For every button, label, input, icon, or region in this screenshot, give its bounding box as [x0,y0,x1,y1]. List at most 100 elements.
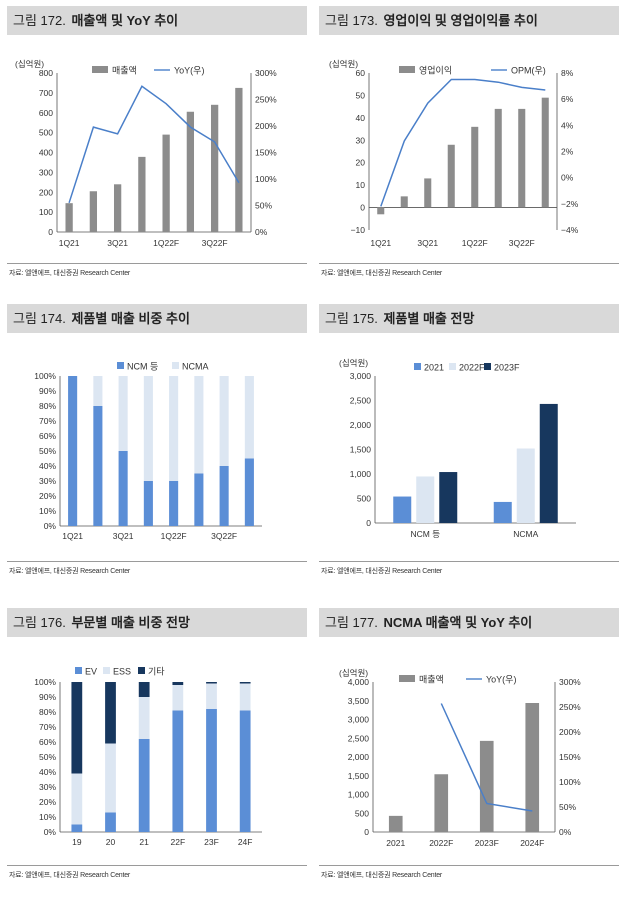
x-tick-label: 2022F [429,838,453,848]
legend-swatch [484,363,491,370]
legend-label: 매출액 [419,674,444,685]
y-tick-label: 200 [39,187,53,197]
figure-175: 그림 175. 제품별 매출 전망 (십억원) 0 500 1,000 1,500 2,0… [319,304,619,594]
source-note: 자료: 엘앤에프, 대신증권 Research Center [9,872,131,879]
stacked-bar-segment [138,697,150,739]
stacked-bar-segment [143,481,153,526]
bar [138,156,146,232]
bar [539,403,558,523]
y-tick-label: 60% [39,737,56,747]
figure-177: 그림 177. NCMA 매출액 및 YoY 추이 (십억원) 0 500 1,000… [319,608,619,898]
y-tick-label: 30 [356,135,366,145]
x-tick-label: 20 [106,837,116,847]
x-tick-label: 2024F [520,838,544,848]
y-tick-label: 1,500 [348,771,370,781]
y-tick-label: 2,000 [350,420,372,430]
y-tick-label: 400 [39,148,53,158]
legend-swatch [92,66,108,73]
y-axis-unit: (십억원) [329,59,358,69]
y-tick-label: 0% [44,521,57,531]
stacked-bar-segment [138,682,150,697]
y-tick-label: 700 [39,88,53,98]
source-note: 자료: 엘앤에프, 대신증권 Research Center [321,270,443,277]
stacked-bar-segment [105,743,116,813]
y-tick-label: 100% [34,677,56,687]
stacked-bar-segment [219,376,229,466]
source-note: 자료: 엘앤에프, 대신증권 Research Center [9,270,131,277]
y-axis-unit: (십억원) [15,59,44,69]
y-axis-unit: (십억원) [339,668,368,678]
bar [113,184,122,232]
bar [65,203,73,232]
bar [400,196,408,208]
figure-title-bar: 그림 177. NCMA 매출액 및 YoY 추이 [319,608,619,637]
stacked-bar-segment [206,682,217,684]
y-tick-label: 20% [39,797,56,807]
y2-tick-label: 4% [561,120,574,130]
y-tick-label: 80% [39,707,56,717]
stacked-bar-segment [206,683,217,709]
x-tick-label: 21 [139,837,149,847]
stacked-bar-segment [138,739,150,832]
source-divider [319,263,619,264]
figure-title-bar: 그림 173. 영업이익 및 영업이익률 추이 [319,6,619,35]
source-divider [7,865,307,866]
figure-172: 그림 172. 매출액 및 YoY 추이 (십억원) 0 100 200 300 400 5… [7,6,307,296]
bar [235,87,243,232]
y-tick-label: 10% [39,812,56,822]
figure-number: 그림 173. [325,13,378,28]
source-note: 자료: 엘앤에프, 대신증권 Research Center [9,568,131,575]
y-tick-label: 1,000 [348,790,370,800]
y-tick-label: 40% [39,767,56,777]
x-tick-label: 1Q22F [462,238,488,248]
source-note: 자료: 엘앤에프, 대신증권 Research Center [321,568,443,575]
figure-173: 그림 173. 영업이익 및 영업이익률 추이 (십억원) −10 0 10 20 30 4… [319,6,619,296]
legend-label: NCMA [182,362,209,372]
y-tick-label: 50% [39,446,56,456]
y-tick-label: 1,000 [350,469,372,479]
legend-label: 2022F [459,363,485,373]
legend-swatch [399,675,415,682]
bar [424,178,432,208]
x-tick-label: 23F [204,837,219,847]
y2-tick-label: 0% [561,173,574,183]
bar [471,126,479,208]
stacked-bar-segment [244,458,254,526]
yoy-line [68,85,240,204]
bar [447,144,455,208]
legend-swatch [103,667,110,674]
y2-tick-label: 6% [561,94,574,104]
y2-tick-label: 50% [255,201,272,211]
operating-profit-chart: (십억원) −10 0 10 20 30 40 50 60 −4% −2% 0% 2% 4% 6% 8% 1Q2… [329,59,579,248]
source-divider [319,561,619,562]
y2-tick-label: 200% [255,121,277,131]
revenue-yoy-chart: (십억원) 0 100 200 300 400 500 600 700 800 0% 50% 100% 1… [15,59,277,248]
y-tick-label: 10% [39,506,56,516]
figure-title: 제품별 매출 전망 [383,311,475,326]
y-tick-label: 600 [39,108,53,118]
y-tick-label: 0% [44,827,57,837]
x-tick-label: 1Q21 [62,531,83,541]
bar [493,501,512,523]
legend-label: EV [85,667,97,677]
y2-tick-label: 200% [559,727,581,737]
legend-label: 2023F [494,363,520,373]
y-tick-label: 60% [39,431,56,441]
y-tick-label: 500 [355,808,369,818]
x-tick-label: 1Q22F [161,531,187,541]
y-tick-label: 50 [356,90,366,100]
bar [434,774,449,832]
figure-174: 그림 174. 제품별 매출 비중 추이 0% 10% 20% 30% 40% 50% 60… [7,304,307,594]
x-tick-label: 1Q21 [370,238,391,248]
x-tick-label: 2021 [386,838,405,848]
bar [518,108,526,208]
y2-tick-label: 300% [559,677,581,687]
x-tick-label: 19 [72,837,82,847]
ncma-revenue-chart: (십억원) 0 500 1,000 1,500 2,000 2,500 3,000 3,500 4… [339,668,581,848]
source-note: 자료: 엘앤에프, 대신증권 Research Center [321,872,443,879]
bar [377,207,385,215]
x-tick-label: 22F [171,837,186,847]
y-tick-label: 500 [39,128,53,138]
y-tick-label: 3,000 [350,371,372,381]
stacked-bar-segment [118,376,128,451]
